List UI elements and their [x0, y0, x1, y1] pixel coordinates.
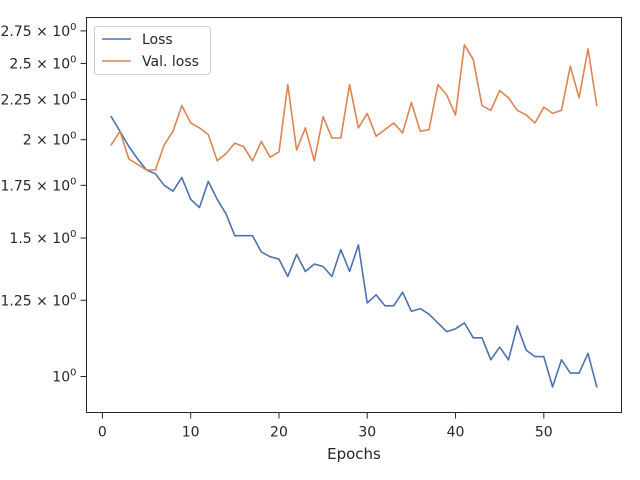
y-tick-label: 1.25 × 100 — [1, 291, 77, 309]
plot-area — [110, 43, 598, 388]
legend: Loss Val. loss — [94, 26, 211, 75]
y-tick-label: 2.25 × 100 — [1, 90, 77, 108]
x-tick-label: 30 — [358, 425, 376, 441]
x-tick-label: 20 — [270, 425, 288, 441]
legend-label-loss: Loss — [142, 32, 173, 48]
y-tick-label: 1.75 × 100 — [1, 176, 77, 194]
y-tick-label: 1.5 × 100 — [9, 229, 76, 247]
x-tick-label: 40 — [447, 425, 465, 441]
y-tick-label: 2.75 × 100 — [1, 22, 77, 40]
x-axis-label: Epochs — [327, 445, 381, 463]
axis-ticks: 0 10 20 30 40 50 100 1.25 × 100 1.5 × 100 1.75 × … — [1, 22, 553, 441]
y-tick-label: 2 × 100 — [23, 131, 77, 149]
series-line-val-loss — [110, 43, 598, 171]
y-tick-label: 2.5 × 100 — [9, 54, 76, 72]
y-tick-label: 100 — [52, 368, 76, 386]
legend-label-val-loss: Val. loss — [142, 54, 199, 70]
x-tick-label: 10 — [182, 425, 200, 441]
x-tick-label: 0 — [98, 425, 107, 441]
axes-frame — [86, 17, 622, 413]
series-line-loss — [110, 115, 598, 388]
x-tick-label: 50 — [535, 425, 553, 441]
